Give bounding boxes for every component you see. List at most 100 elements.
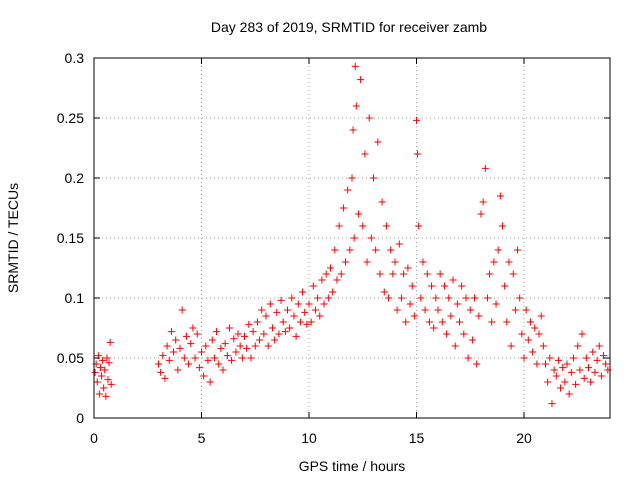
data-point bbox=[243, 344, 251, 352]
data-point bbox=[507, 342, 515, 350]
data-point bbox=[217, 344, 225, 352]
data-point bbox=[176, 344, 184, 352]
data-point bbox=[602, 360, 610, 368]
data-point bbox=[96, 364, 104, 372]
data-point bbox=[268, 324, 276, 332]
data-point bbox=[447, 312, 455, 320]
data-point bbox=[481, 164, 489, 172]
x-tick-label: 5 bbox=[198, 430, 206, 446]
data-point bbox=[475, 312, 483, 320]
data-point bbox=[311, 306, 319, 314]
data-point bbox=[339, 204, 347, 212]
data-point bbox=[281, 328, 289, 336]
data-point bbox=[462, 294, 470, 302]
data-point bbox=[453, 300, 461, 308]
data-point bbox=[238, 354, 246, 362]
data-point bbox=[561, 378, 569, 386]
data-point bbox=[165, 356, 173, 364]
data-point bbox=[193, 330, 201, 338]
data-point bbox=[318, 276, 326, 284]
data-point bbox=[284, 306, 291, 314]
data-point bbox=[593, 356, 601, 364]
data-point bbox=[597, 372, 605, 380]
data-point bbox=[402, 318, 410, 326]
data-point bbox=[225, 324, 233, 332]
x-tick-label: 10 bbox=[301, 430, 317, 446]
data-point bbox=[574, 342, 582, 350]
data-point bbox=[277, 296, 285, 304]
data-point bbox=[294, 300, 302, 308]
data-point bbox=[106, 338, 114, 346]
data-point bbox=[331, 246, 339, 254]
data-point bbox=[204, 356, 212, 364]
data-point bbox=[408, 282, 416, 290]
axes: 0 5 10 15 20 0 0.05 0.1 0.15 0.2 0.25 0.3 bbox=[57, 50, 611, 446]
data-point bbox=[260, 330, 268, 338]
data-point bbox=[307, 318, 315, 326]
data-point bbox=[206, 378, 214, 386]
data-point bbox=[258, 306, 266, 314]
data-point bbox=[266, 300, 274, 308]
data-point bbox=[316, 312, 324, 320]
data-point bbox=[365, 114, 373, 122]
data-point bbox=[329, 288, 337, 296]
data-point bbox=[351, 62, 359, 70]
data-point bbox=[378, 198, 386, 206]
data-point bbox=[542, 360, 549, 368]
data-point bbox=[200, 372, 208, 380]
data-point bbox=[232, 348, 240, 356]
data-point bbox=[524, 336, 532, 344]
data-point bbox=[230, 335, 238, 343]
data-point bbox=[223, 352, 231, 360]
data-point bbox=[509, 270, 517, 278]
data-point bbox=[585, 364, 592, 372]
data-point bbox=[559, 364, 567, 372]
data-point bbox=[99, 356, 107, 364]
data-point bbox=[159, 352, 167, 360]
data-point bbox=[241, 332, 248, 340]
data-point bbox=[382, 222, 390, 230]
data-point bbox=[374, 138, 382, 146]
data-point bbox=[182, 332, 190, 340]
data-point bbox=[213, 328, 221, 336]
y-tick-label: 0.3 bbox=[65, 50, 85, 66]
data-point bbox=[483, 294, 491, 302]
data-point bbox=[434, 306, 442, 314]
data-point bbox=[202, 342, 210, 350]
data-point bbox=[352, 102, 360, 110]
data-point bbox=[591, 368, 599, 376]
data-point bbox=[372, 246, 380, 254]
data-point bbox=[185, 360, 193, 368]
data-point bbox=[567, 368, 575, 376]
data-point bbox=[458, 282, 466, 290]
chart-title: Day 283 of 2019, SRMTID for receiver zam… bbox=[211, 19, 487, 35]
data-point bbox=[91, 368, 99, 376]
data-point bbox=[215, 360, 223, 368]
data-point bbox=[464, 354, 472, 362]
data-point bbox=[93, 378, 101, 386]
data-point bbox=[397, 294, 405, 302]
y-tick-label: 0.05 bbox=[57, 350, 84, 366]
data-point bbox=[191, 354, 199, 362]
data-point bbox=[460, 330, 468, 338]
data-point bbox=[511, 306, 519, 314]
data-points bbox=[91, 62, 612, 408]
data-point bbox=[100, 384, 108, 392]
data-point bbox=[580, 374, 588, 382]
data-point bbox=[286, 324, 294, 332]
data-point bbox=[514, 246, 522, 254]
data-point bbox=[335, 222, 343, 230]
data-point bbox=[410, 312, 418, 320]
data-point bbox=[389, 270, 397, 278]
data-point bbox=[264, 342, 272, 350]
data-point bbox=[572, 380, 580, 388]
data-point bbox=[415, 222, 423, 230]
data-point bbox=[400, 270, 408, 278]
data-point bbox=[554, 356, 562, 364]
data-point bbox=[395, 240, 403, 248]
data-point bbox=[104, 376, 112, 384]
data-point bbox=[421, 306, 429, 314]
data-point bbox=[414, 150, 422, 158]
data-point bbox=[101, 366, 109, 374]
